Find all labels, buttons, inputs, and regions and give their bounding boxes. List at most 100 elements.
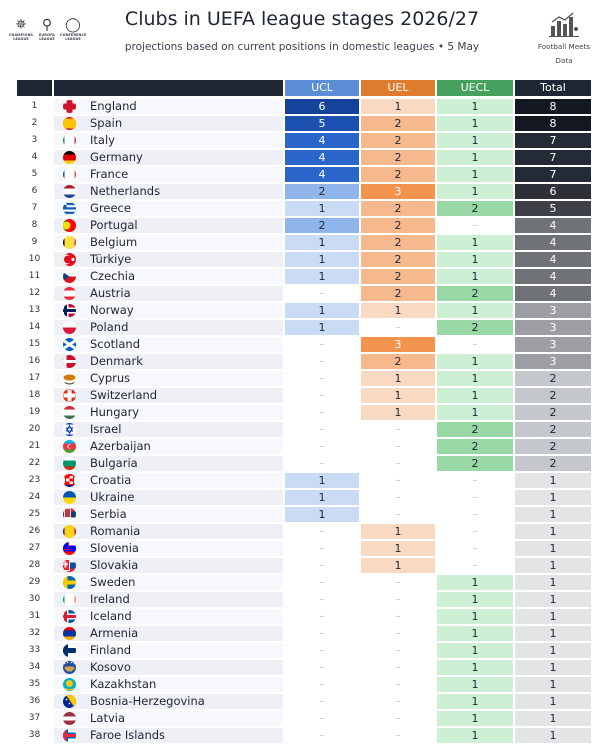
table-row: 16 Denmark – 2 1 3 [17,353,591,370]
table-row: 26 Romania – 1 – 1 [17,523,591,540]
ucl-value-cell: – [319,730,325,741]
total-value-cell: 4 [515,269,591,284]
europa-league-logo: ⚲ EUROPA LEAGUE [34,18,60,42]
total-value-cell: 1 [515,728,591,743]
ucl-value-cell: – [319,696,325,707]
country-name: Hungary [90,405,140,419]
table-row: 38 Faroe Islands – – 1 1 [17,727,591,744]
rank-cell: 26 [28,526,41,536]
ucl-value-cell: 5 [285,116,359,131]
total-value-cell: 3 [515,303,591,318]
table-row: 11 Czechia 1 2 1 4 [17,268,591,285]
table-row: 29 Sweden – – 1 1 [17,574,591,591]
table-row: 14 Poland 1 – 2 3 [17,319,591,336]
uel-value-cell: – [395,458,401,469]
rank-cell: 13 [28,305,41,315]
country-cell: Switzerland [54,388,283,403]
country-cell: Italy [54,133,283,148]
country-cell: Greece [54,201,283,216]
brand-logo: Football Meets Data [530,12,598,65]
country-cell: Scotland [54,337,283,352]
total-value-cell: 2 [515,371,591,386]
country-name: Czechia [90,269,135,283]
table-row: 34 Kosovo – – 1 1 [17,659,591,676]
total-value-cell: 2 [515,422,591,437]
country-name: Denmark [90,354,143,368]
uel-value-cell: 2 [361,150,435,165]
flag-faroe-icon [63,729,76,742]
flag-switzerland-icon [63,389,76,402]
uel-value-cell: 2 [361,116,435,131]
uel-value-cell: 1 [361,405,435,420]
flag-france-icon [63,168,76,181]
uel-value-cell: 2 [361,252,435,267]
champions-league-logo: ✵ CHAMPIONS LEAGUE [8,18,34,42]
country-cell: Cyprus [54,371,283,386]
header-uecl: UECL [437,80,513,96]
country-name: Bosnia-Herzegovina [90,694,205,708]
total-value-cell: 2 [515,439,591,454]
flag-iceland-icon [63,610,76,623]
uecl-value-cell: 1 [437,609,513,624]
country-cell: England [54,99,283,114]
total-value-cell: 3 [515,354,591,369]
uel-value-cell: – [395,679,401,690]
rank-cell: 14 [28,322,41,332]
uel-value-cell: 2 [361,286,435,301]
uecl-value-cell: 1 [437,660,513,675]
uecl-value-cell: – [472,560,478,571]
flag-germany-icon [63,151,76,164]
uel-value-cell: 2 [361,167,435,182]
total-value-cell: 1 [515,575,591,590]
flag-sweden-icon [63,576,76,589]
flag-croatia-icon [63,474,76,487]
chart-subtitle: projections based on current positions i… [124,41,480,53]
ucl-value-cell: – [319,373,325,384]
flag-finland-icon [63,644,76,657]
uecl-value-cell: – [472,339,478,350]
uel-value-cell: – [395,509,401,520]
flag-kosovo-icon [63,661,76,674]
chart-title: Clubs in UEFA league stages 2026/27 [124,8,480,30]
country-name: Latvia [90,711,126,725]
uel-value-cell: – [395,441,401,452]
total-value-cell: 1 [515,660,591,675]
country-cell: Germany [54,150,283,165]
rank-cell: 18 [28,390,41,400]
uecl-value-cell: 1 [437,626,513,641]
flag-cyprus-icon [63,372,76,385]
rank-cell: 9 [31,237,38,247]
table-row: 7 Greece 1 2 2 5 [17,200,591,217]
competition-logos: ✵ CHAMPIONS LEAGUE ⚲ EUROPA LEAGUE ◯ CON… [8,18,86,48]
total-value-cell: 3 [515,320,591,335]
flag-kazakhstan-icon [63,678,76,691]
table-row: 12 Austria –2 2 4 [17,285,591,302]
table-row: 6 Netherlands 2 3 1 6 [17,183,591,200]
header-total: Total [515,80,591,96]
rank-cell: 25 [28,509,41,519]
rank-cell: 27 [28,543,41,553]
total-value-cell: 1 [515,507,591,522]
country-name: England [90,99,137,113]
uecl-value-cell: 1 [437,252,513,267]
ucl-value-cell: – [319,458,325,469]
table-row: 4 Germany 4 2 1 7 [17,149,591,166]
ucl-value-cell: – [319,628,325,639]
country-cell: Poland [54,320,283,335]
table-row: 23 Croatia 1 – – 1 [17,472,591,489]
country-name: Türkiye [90,252,132,266]
ucl-value-cell: – [319,339,325,350]
rank-cell: 1 [31,101,38,111]
uel-value-cell: – [395,696,401,707]
table-row: 33 Finland – – 1 1 [17,642,591,659]
rank-cell: 7 [31,203,38,213]
uecl-value-cell: 1 [437,99,513,114]
country-name: Croatia [90,473,132,487]
uecl-value-cell: 1 [437,405,513,420]
uel-value-cell: – [395,594,401,605]
country-cell: Finland [54,643,283,658]
ucl-value-cell: – [319,441,325,452]
table-row: 1 England 6 1 1 8 [17,98,591,115]
uecl-value-cell: 1 [437,643,513,658]
uecl-value-cell: 1 [437,371,513,386]
